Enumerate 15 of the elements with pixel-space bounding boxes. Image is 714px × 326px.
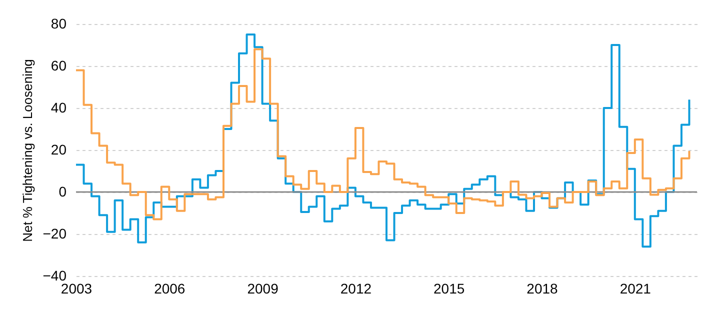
x-tick-label: 2009 (247, 280, 279, 296)
y-tick-label: 80 (50, 16, 67, 32)
x-tick-label: 2003 (60, 280, 92, 296)
y-tick-label: 0 (58, 184, 67, 200)
y-tick-label: 60 (50, 58, 67, 74)
y-tick-label: −20 (42, 226, 67, 242)
x-tick-label: 2006 (154, 280, 186, 296)
x-tick-label: 2012 (340, 280, 372, 296)
y-tick-label: 40 (50, 100, 67, 116)
y-tick-label: 20 (50, 142, 67, 158)
x-tick-label: 2018 (526, 280, 558, 296)
x-tick-label: 2015 (434, 280, 465, 296)
x-tick-label: 2021 (620, 280, 652, 296)
y-axis-title: Net % Tightening vs. Loosening (20, 59, 35, 242)
y-tick-label: −40 (42, 268, 67, 284)
